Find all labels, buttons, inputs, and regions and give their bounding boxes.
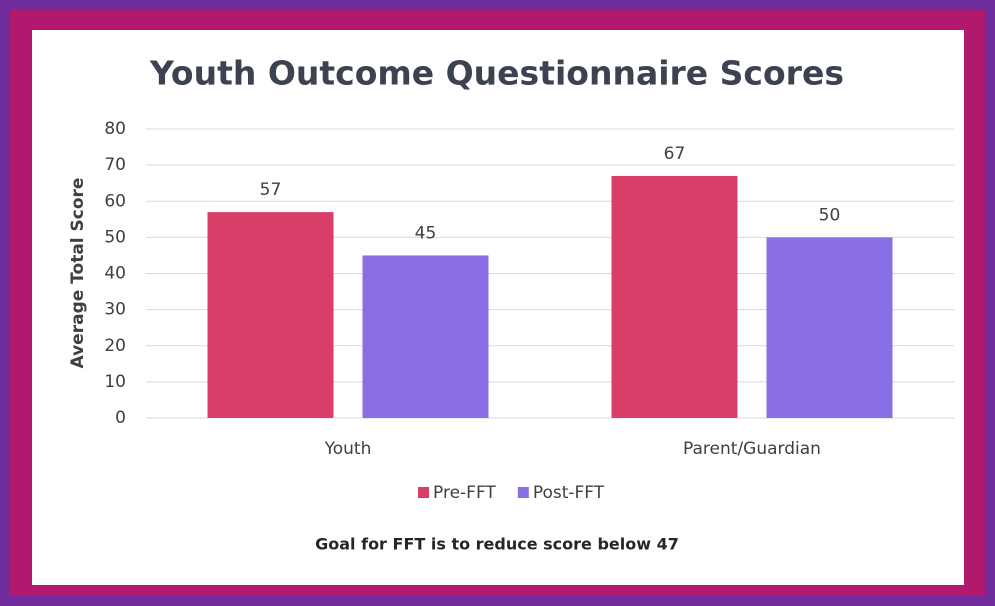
y-tick-label: 80 (104, 119, 126, 139)
legend-swatch (517, 487, 529, 498)
y-tick-label: 40 (104, 264, 126, 284)
legend-swatch (418, 487, 429, 498)
bar (611, 175, 738, 418)
chart-title: Youth Outcome Questionnaire Scores (149, 54, 844, 93)
data-label: 57 (260, 180, 282, 200)
x-tick-label: Youth (324, 439, 372, 459)
annotation: Goal for FFT is to reduce score below 47 (315, 535, 679, 554)
data-label: 67 (664, 144, 686, 164)
data-label: 45 (415, 223, 437, 243)
y-tick-label: 0 (115, 408, 126, 428)
y-tick-label: 50 (104, 227, 126, 247)
x-tick-label: Parent/Guardian (683, 439, 821, 459)
bar (362, 255, 489, 418)
y-tick-label: 10 (104, 372, 126, 392)
legend-label: Pre-FFT (433, 483, 496, 503)
bar (766, 237, 893, 418)
y-axis-label: Average Total Score (68, 178, 88, 369)
legend-label: Post-FFT (533, 483, 605, 503)
y-tick-label: 70 (104, 155, 126, 175)
data-label: 50 (819, 205, 841, 225)
y-tick-label: 30 (104, 300, 126, 320)
y-tick-label: 20 (104, 336, 126, 356)
y-tick-label: 60 (104, 191, 126, 211)
bar (207, 212, 334, 418)
